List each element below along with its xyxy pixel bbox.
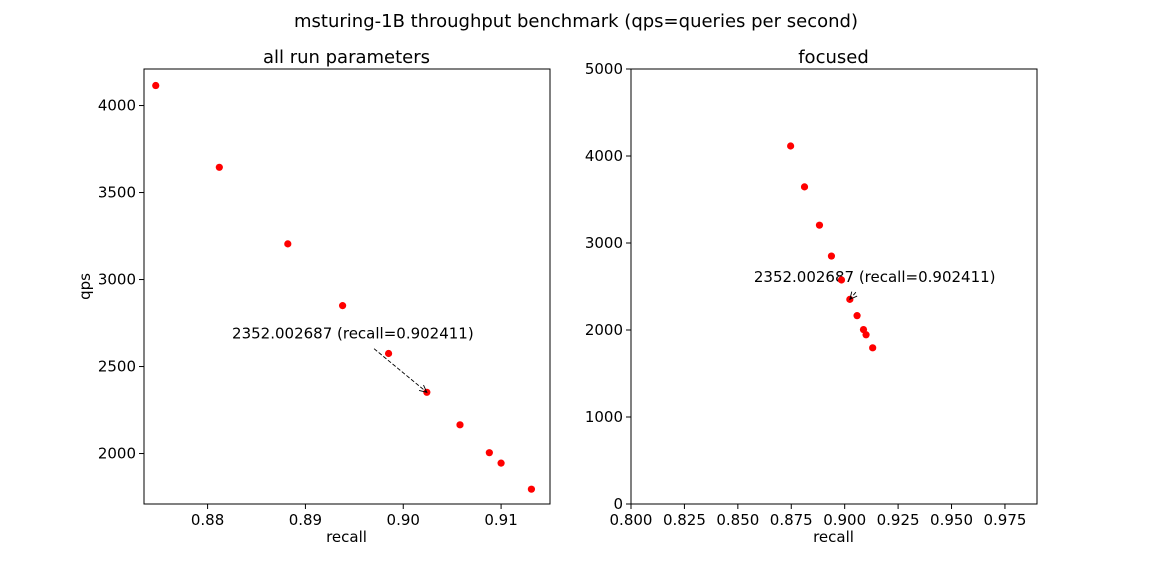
y-axis-label: qps [76, 273, 94, 300]
y-tick-label: 3000 [585, 234, 623, 252]
data-point [815, 221, 824, 229]
y-tick-label: 5000 [585, 60, 623, 78]
x-axis-label: recall [813, 528, 854, 546]
data-point [787, 142, 795, 150]
panel-all-run-parameters: all run parameters recall qps 2352.00268… [76, 47, 551, 546]
x-tick-label: 0.800 [610, 511, 653, 529]
y-tick-label: 2500 [98, 358, 136, 376]
data-point [827, 252, 836, 260]
data-point [853, 312, 861, 320]
annotation-arrow [849, 291, 857, 300]
y-tick-label: 3000 [98, 271, 136, 289]
data-point [527, 485, 536, 493]
annotation-label: 2352.002687 (recall=0.902411) [232, 325, 474, 343]
data-point [284, 240, 292, 248]
x-tick-label: 0.90 [387, 511, 420, 529]
annotation-label: 2352.002687 (recall=0.902411) [754, 268, 996, 286]
y-tick-label: 1000 [585, 408, 623, 426]
y-tick-label: 4000 [585, 147, 623, 165]
data-point [338, 302, 347, 310]
annotation-arrow-head [418, 384, 428, 393]
data-point [800, 183, 809, 191]
panel-title: all run parameters [263, 47, 430, 68]
data-point [152, 81, 160, 90]
x-tick-label: 0.975 [983, 511, 1026, 529]
plot-frame [630, 68, 1038, 505]
data-point [869, 344, 877, 352]
data-point [485, 449, 493, 457]
x-tick-label: 0.875 [770, 511, 813, 529]
x-tick-label: 0.88 [191, 511, 224, 529]
x-tick-label: 0.825 [663, 511, 706, 529]
panel-focused: focused recall 2352.002687 (recall=0.902… [585, 47, 1038, 546]
x-tick-label: 0.91 [484, 511, 517, 529]
x-tick-label: 0.925 [877, 511, 920, 529]
annotation-arrow-head [849, 291, 858, 301]
data-point [456, 421, 464, 429]
y-tick-label: 3500 [98, 184, 136, 202]
x-tick-label: 0.950 [930, 511, 973, 529]
data-point [384, 349, 393, 358]
x-tick-label: 0.850 [716, 511, 759, 529]
x-tick-label: 0.89 [289, 511, 322, 529]
data-point [837, 276, 846, 284]
data-point [862, 331, 870, 339]
plot-frame [143, 68, 551, 505]
data-point [497, 459, 505, 467]
panel-title: focused [798, 47, 869, 68]
annotation-arrow [373, 348, 428, 393]
figure-suptitle: msturing-1B throughput benchmark (qps=qu… [294, 11, 858, 32]
data-point [215, 163, 223, 171]
y-tick-label: 0 [613, 495, 623, 513]
x-tick-label: 0.900 [823, 511, 866, 529]
y-tick-label: 4000 [98, 97, 136, 115]
y-tick-label: 2000 [98, 445, 136, 463]
y-tick-label: 2000 [585, 321, 623, 339]
x-axis-label: recall [326, 528, 367, 546]
